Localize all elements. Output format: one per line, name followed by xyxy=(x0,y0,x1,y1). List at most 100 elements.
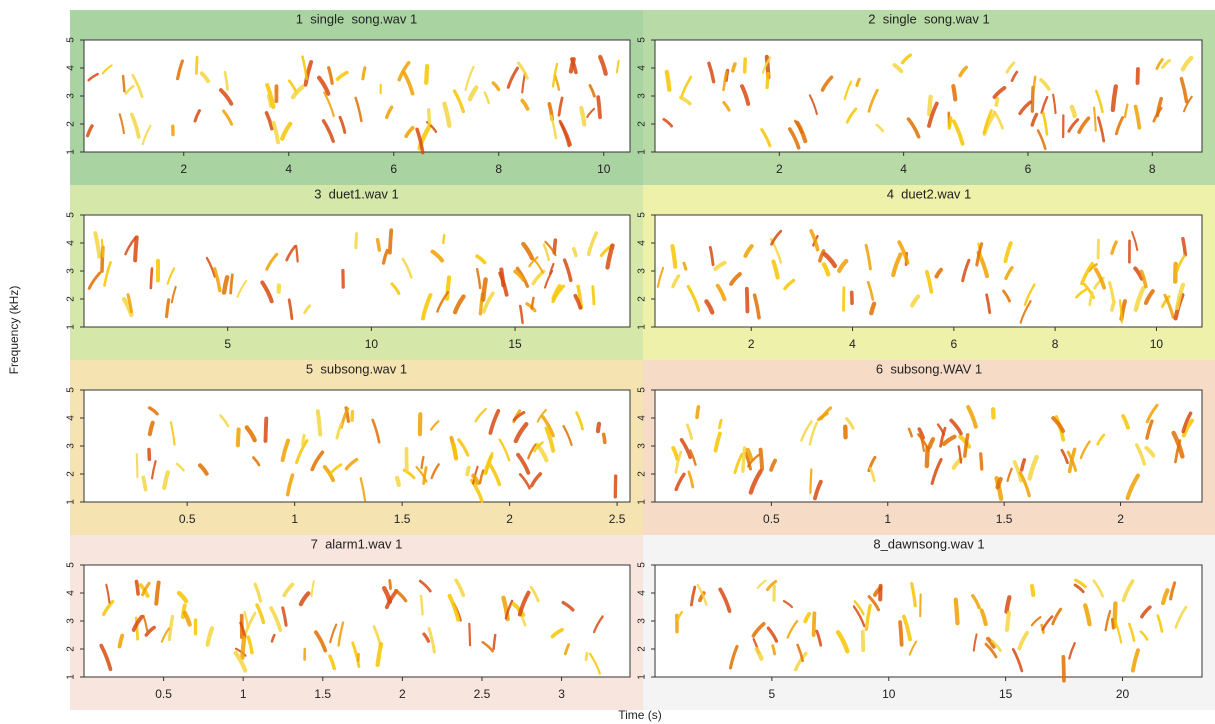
spectrogram-trace xyxy=(498,438,511,462)
spectrogram-trace xyxy=(843,80,853,101)
spectrogram-trace xyxy=(573,293,583,310)
spectrogram-trace xyxy=(240,635,247,661)
spectrogram-trace xyxy=(1114,116,1125,136)
spectrogram-trace xyxy=(722,70,728,92)
spectrogram-trace xyxy=(549,114,558,140)
spectrogram-trace xyxy=(484,452,494,475)
spectrogram-trace xyxy=(387,228,394,255)
panel: 3 duet1.wav 1 1 2 3 4 5 5 10 15 xyxy=(66,185,643,360)
spectrogram-trace xyxy=(310,450,325,472)
spectrogram-trace xyxy=(1041,111,1049,136)
spectrogram-trace xyxy=(561,600,575,612)
spectrogram-trace xyxy=(1069,104,1077,119)
spectrogram-trace xyxy=(811,611,817,637)
x-tick-label: 2 xyxy=(1117,512,1124,526)
spectrogram-trace xyxy=(544,240,557,257)
y-tick-label: 2 xyxy=(637,121,648,127)
spectrogram-trace xyxy=(205,626,215,647)
spectrogram-trace xyxy=(328,654,337,671)
spectrogram-trace xyxy=(898,620,904,647)
spectrogram-trace xyxy=(467,85,479,102)
y-tick-label: 2 xyxy=(66,646,77,652)
spectrogram-trace xyxy=(1114,619,1123,644)
spectrogram-trace xyxy=(491,81,501,92)
spectrogram-trace xyxy=(223,70,229,91)
spectrogram-trace xyxy=(1095,89,1104,114)
spectrogram-trace xyxy=(745,447,754,461)
spectrogram-trace xyxy=(424,63,430,85)
spectrogram-trace xyxy=(982,109,993,135)
spectrogram-trace xyxy=(593,615,604,634)
spectrogram-trace xyxy=(483,91,491,105)
spectrogram-trace xyxy=(337,621,345,647)
spectrogram-trace xyxy=(835,630,850,654)
spectrogram-trace xyxy=(134,616,139,641)
spectrogram-trace xyxy=(1041,615,1054,631)
spectrogram-trace xyxy=(1123,103,1129,119)
x-tick-label: 4 xyxy=(900,162,907,176)
spectrogram-trace xyxy=(1068,641,1076,660)
spectrogram-trace xyxy=(375,237,382,252)
spectrogram-trace xyxy=(991,639,1002,653)
spectrogram-trace xyxy=(601,432,607,445)
spectrogram-trace xyxy=(615,59,620,74)
spectrogram-trace xyxy=(742,57,748,74)
spectrogram-trace xyxy=(99,643,113,672)
spectrogram-trace xyxy=(541,415,555,438)
spectrogram-trace xyxy=(315,409,323,437)
spectrogram-trace xyxy=(221,275,230,295)
spectrogram-trace xyxy=(401,257,413,279)
spectrogram-trace xyxy=(796,643,804,663)
spectrogram-trace xyxy=(985,293,992,314)
spectrogram-trace xyxy=(263,416,269,443)
spectrogram-trace xyxy=(1180,55,1194,72)
spectrogram-trace xyxy=(679,438,692,460)
spectrogram-trace xyxy=(900,53,913,65)
spectrogram-trace xyxy=(1104,609,1112,632)
spectrogram-trace xyxy=(213,267,222,293)
y-tick-label: 3 xyxy=(66,443,77,449)
x-tick-label: 2 xyxy=(776,162,783,176)
spectrogram-trace xyxy=(144,625,156,637)
spectrogram-trace xyxy=(121,74,126,93)
spectrogram-trace xyxy=(596,95,602,120)
spectrogram-trace xyxy=(169,421,176,446)
spectrogram-trace xyxy=(1010,70,1019,82)
spectrogram-trace xyxy=(966,405,978,429)
spectrogram-trace xyxy=(397,60,411,82)
spectrogram-trace xyxy=(1152,106,1163,123)
spectrogram-trace xyxy=(1060,448,1069,465)
spectrogram-trace xyxy=(1083,603,1092,627)
spectrogram-trace xyxy=(586,231,599,257)
spectrogram-trace xyxy=(754,647,764,661)
spectrogram-trace xyxy=(1160,295,1171,308)
spectrogram-trace xyxy=(452,89,465,114)
spectrogram-trace xyxy=(1036,129,1047,151)
y-tick-label: 2 xyxy=(66,296,77,302)
spectrogram-trace xyxy=(1011,648,1024,673)
y-tick-label: 1 xyxy=(637,149,648,155)
spectrogram-trace xyxy=(478,469,485,485)
spectrogram-trace xyxy=(527,443,537,460)
spectrogram-trace xyxy=(430,463,440,480)
y-tick-label: 1 xyxy=(637,324,648,330)
spectrogram-trace xyxy=(562,258,573,283)
x-tick-label: 2 xyxy=(506,512,513,526)
x-tick-label: 0.5 xyxy=(155,687,172,701)
x-tick-label: 8 xyxy=(1149,162,1156,176)
spectrogram-trace xyxy=(808,94,818,116)
y-tick-label: 5 xyxy=(66,562,77,568)
spectrogram-trace xyxy=(1029,584,1036,597)
spectrogram-trace xyxy=(1108,281,1115,302)
spectrogram-trace xyxy=(1002,289,1011,303)
y-tick-label: 3 xyxy=(637,443,648,449)
spectrogram-trace xyxy=(420,455,425,470)
spectrogram-trace xyxy=(481,291,495,314)
spectrogram-trace xyxy=(1128,622,1136,643)
spectrogram-trace xyxy=(371,418,381,444)
spectrogram-trace xyxy=(845,107,858,124)
spectrogram-trace xyxy=(740,84,751,106)
spectrogram-trace xyxy=(518,473,531,490)
spectrogram-trace xyxy=(233,650,248,673)
